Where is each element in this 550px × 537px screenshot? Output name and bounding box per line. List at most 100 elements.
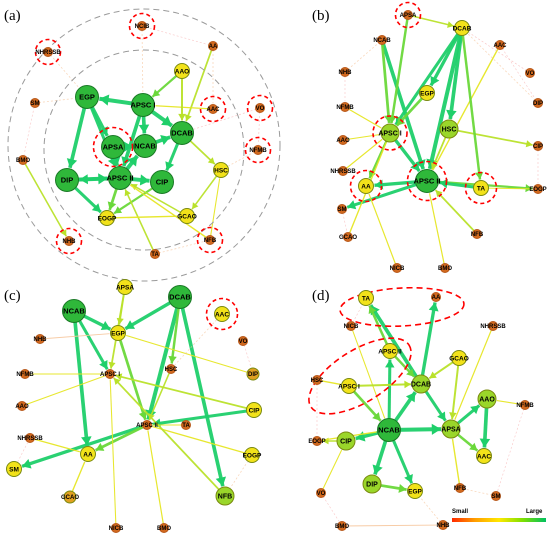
node-hsc-panel-4[interactable]	[312, 375, 322, 385]
node-cip-panel-3[interactable]	[246, 402, 262, 418]
arrowhead-apsa-to-egp	[116, 317, 124, 325]
node-nfb-panel-1[interactable]	[205, 235, 215, 245]
arrowhead-nfb-to-apsc-i	[113, 378, 121, 386]
node-nfmb-panel-2[interactable]	[340, 102, 350, 112]
node-cip-panel-2[interactable]	[533, 141, 543, 151]
node-aao-panel-4[interactable]	[477, 389, 497, 409]
node-nhb-panel-4[interactable]	[438, 520, 448, 530]
node-bmo-panel-2[interactable]	[440, 263, 450, 273]
node-bmo-panel-1[interactable]	[18, 155, 28, 165]
node-sm-panel-3-label: SM	[9, 466, 19, 473]
node-dip-panel-4[interactable]	[362, 474, 382, 494]
node-apsa-panel-1[interactable]	[101, 135, 125, 159]
node-dip-panel-2[interactable]	[533, 98, 543, 108]
node-nhb-panel-1[interactable]	[64, 236, 74, 246]
node-hsc-panel-2[interactable]	[439, 119, 459, 139]
node-vo-panel-2[interactable]	[525, 68, 535, 78]
node-dcab-panel-4[interactable]	[411, 374, 431, 394]
node-apsc-ii-panel-2[interactable]	[415, 169, 439, 193]
node-apsa-panel-3[interactable]	[117, 279, 133, 295]
node-cip-panel-1[interactable]	[150, 170, 174, 194]
node-gcao-panel-1[interactable]	[179, 208, 195, 224]
node-eogp-panel-4[interactable]	[312, 436, 322, 446]
arrowhead-apsc-i-to-ncab	[138, 124, 150, 134]
node-nhrssb-panel-3[interactable]	[25, 433, 35, 443]
node-dcab-panel-2[interactable]	[454, 20, 470, 36]
node-eogp-panel-3[interactable]	[244, 447, 260, 463]
node-aa-panel-3[interactable]	[80, 446, 96, 462]
node-aac-panel-4[interactable]	[476, 448, 492, 464]
node-ncab-panel-1[interactable]	[133, 134, 157, 158]
node-aao-panel-2[interactable]	[338, 135, 348, 145]
node-apsc-i-panel-4[interactable]	[341, 378, 357, 394]
node-nfb-panel-2[interactable]	[472, 229, 482, 239]
node-egp-panel-2[interactable]	[419, 85, 435, 101]
node-nhb-panel-2[interactable]	[340, 67, 350, 77]
node-gcao-panel-2[interactable]	[343, 232, 353, 242]
node-sm-panel-2[interactable]	[337, 204, 347, 214]
node-nfb-panel-4[interactable]	[455, 483, 465, 493]
node-dip-panel-3[interactable]	[246, 367, 260, 381]
node-hsc-panel-1[interactable]	[213, 162, 229, 178]
node-nfmb-panel-4[interactable]	[520, 400, 530, 410]
node-egp-panel-1[interactable]	[75, 85, 99, 109]
node-egp-panel-3[interactable]	[110, 325, 126, 341]
node-ta-panel-3[interactable]	[181, 420, 191, 430]
node-ncab-panel-4[interactable]	[377, 418, 401, 442]
node-nhrssb-panel-1[interactable]	[43, 47, 53, 57]
node-vo-panel-1[interactable]	[255, 103, 265, 113]
node-apsa-panel-4[interactable]	[441, 419, 461, 439]
node-apsc-ii-panel-1[interactable]	[108, 166, 132, 190]
node-nfmb-panel-1[interactable]	[253, 145, 263, 155]
node-nhb-panel-3[interactable]	[35, 334, 45, 344]
node-gcao-panel-3[interactable]	[63, 490, 77, 504]
node-hsc-panel-3[interactable]	[166, 364, 176, 374]
node-bmo-panel-3[interactable]	[159, 523, 169, 533]
node-eogp-panel-1[interactable]	[99, 210, 115, 226]
node-apsc-i-panel-2[interactable]	[380, 123, 400, 143]
panel-4-highlight-ellipse-2	[308, 337, 412, 415]
node-nicb-panel-2[interactable]	[392, 263, 402, 273]
node-aao-panel-1[interactable]	[174, 63, 190, 79]
node-ncib-panel-1[interactable]	[137, 21, 147, 31]
node-nhrssb-panel-4[interactable]	[488, 321, 498, 331]
node-nicb-panel-4[interactable]	[346, 321, 356, 331]
node-apsc-ii-panel-4[interactable]	[382, 343, 398, 359]
node-sm-panel-4[interactable]	[491, 491, 501, 501]
node-vo-panel-3[interactable]	[238, 336, 248, 346]
node-aac-panel-2[interactable]	[495, 40, 505, 50]
node-apsa-panel-2[interactable]	[403, 10, 413, 20]
node-dcab-panel-3[interactable]	[168, 285, 192, 309]
edge-ncib-to-aa	[141, 25, 208, 45]
node-ta-panel-4[interactable]	[358, 290, 374, 306]
node-ta-panel-1[interactable]	[150, 249, 160, 259]
node-bmo-panel-4[interactable]	[337, 521, 347, 531]
node-nfb-panel-3[interactable]	[215, 486, 235, 506]
node-dcab-panel-1[interactable]	[170, 121, 194, 145]
node-ta-panel-2[interactable]	[473, 180, 489, 196]
node-gcao-panel-4[interactable]	[451, 350, 467, 366]
node-apsc-ii-panel-3[interactable]	[142, 420, 152, 430]
arrowhead-dip-to-apsc-ii	[98, 173, 108, 185]
node-aa-panel-2[interactable]	[358, 178, 374, 194]
node-nicb-panel-3[interactable]	[111, 523, 121, 533]
node-aac-panel-1[interactable]	[208, 104, 218, 114]
node-sm-panel-1[interactable]	[30, 98, 40, 108]
node-aa-panel-1[interactable]	[208, 41, 218, 51]
node-ncab-panel-3[interactable]	[62, 299, 86, 323]
node-cip-panel-4[interactable]	[336, 431, 356, 451]
node-vo-panel-4[interactable]	[316, 488, 326, 498]
node-apsc-i-panel-3[interactable]	[105, 369, 115, 379]
node-eogp-panel-2[interactable]	[533, 184, 543, 194]
node-egp-panel-4[interactable]	[407, 483, 423, 499]
edge-bmo-to-apsc-ii	[147, 430, 165, 529]
node-sm-panel-3[interactable]	[6, 461, 22, 477]
node-nhrssb-panel-2[interactable]	[338, 166, 348, 176]
node-ncab-panel-2[interactable]	[377, 35, 387, 45]
node-dip-panel-1[interactable]	[55, 168, 79, 192]
node-aac-panel-3[interactable]	[214, 306, 230, 322]
node-apsc-i-panel-1[interactable]	[131, 93, 155, 117]
node-nfmb-panel-3[interactable]	[20, 369, 30, 379]
node-aao-panel-3[interactable]	[17, 401, 27, 411]
node-aa-panel-4[interactable]	[431, 292, 441, 302]
